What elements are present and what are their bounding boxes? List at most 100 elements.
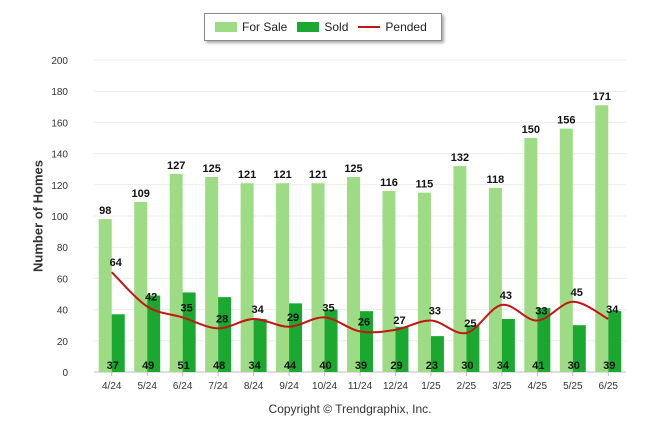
data-label-pended: 26 xyxy=(358,316,370,328)
y-tick-label: 20 xyxy=(57,337,69,348)
y-tick-label: 140 xyxy=(51,150,68,161)
y-axis-ticks: 0 20 40 60 80 100 120 140 160 180 200 xyxy=(51,56,68,379)
y-tick-label: 100 xyxy=(51,212,68,223)
data-label-sold: 41 xyxy=(532,360,544,372)
bar-for-sale xyxy=(488,187,502,372)
data-label-sold: 29 xyxy=(390,360,402,372)
data-label-for-sale: 156 xyxy=(557,115,575,127)
y-tick-label: 180 xyxy=(51,87,68,98)
y-tick-label: 120 xyxy=(51,181,68,192)
bar-sold xyxy=(182,292,196,372)
bar-for-sale xyxy=(453,166,467,372)
legend-label-sold: Sold xyxy=(324,20,349,34)
bar-sold xyxy=(218,297,232,372)
data-label-for-sale: 98 xyxy=(99,205,111,217)
y-axis-title: Number of Homes xyxy=(30,160,46,272)
y-tick-label: 80 xyxy=(57,243,69,254)
bar-for-sale xyxy=(311,183,325,372)
x-tick-label: 5/25 xyxy=(563,381,583,392)
legend-item-for-sale[interactable]: For Sale xyxy=(215,20,287,34)
x-tick-label: 2/25 xyxy=(457,381,477,392)
data-label-sold: 39 xyxy=(603,360,615,372)
legend-item-pended[interactable]: Pended xyxy=(358,20,427,34)
y-tick-label: 200 xyxy=(51,56,68,67)
data-label-sold: 34 xyxy=(248,360,261,372)
bar-for-sale xyxy=(134,201,148,372)
data-label-sold: 49 xyxy=(142,360,154,372)
bar-for-sale xyxy=(169,173,183,372)
data-label-pended: 33 xyxy=(535,306,547,318)
bar-sold xyxy=(466,325,480,372)
data-label-pended: 29 xyxy=(287,312,299,324)
data-label-sold: 34 xyxy=(497,360,510,372)
x-tick-label: 8/24 xyxy=(244,381,264,392)
legend-swatch-sold xyxy=(297,22,320,32)
pended-line-series xyxy=(111,271,609,335)
x-tick-label: 4/25 xyxy=(528,381,548,392)
data-label-pended: 34 xyxy=(606,304,619,316)
data-label-for-sale: 132 xyxy=(451,152,469,164)
x-tick-label: 10/24 xyxy=(312,381,337,392)
y-tick-label: 0 xyxy=(62,368,68,379)
data-label-for-sale: 171 xyxy=(593,91,611,103)
data-label-sold: 23 xyxy=(426,360,438,372)
data-label-sold: 44 xyxy=(284,360,297,372)
data-label-for-sale: 121 xyxy=(309,169,327,181)
bar-sold xyxy=(360,311,373,372)
legend-swatch-for-sale xyxy=(215,22,237,32)
x-tick-label: 12/24 xyxy=(383,381,408,392)
data-label-for-sale: 109 xyxy=(132,188,150,200)
bar-sold xyxy=(608,311,622,372)
bar-for-sale xyxy=(559,128,573,372)
bar-sold xyxy=(395,326,409,372)
y-tick-label: 60 xyxy=(57,274,69,285)
legend: For Sale Sold Pended xyxy=(204,13,442,41)
data-label-sold: 39 xyxy=(355,360,367,372)
x-tick-label: 6/25 xyxy=(599,381,619,392)
bar-sold xyxy=(324,309,338,372)
x-tick-label: 7/24 xyxy=(208,381,228,392)
x-tick-label: 3/25 xyxy=(492,381,512,392)
legend-swatch-pended xyxy=(358,26,381,28)
data-label-sold: 37 xyxy=(107,360,119,372)
data-label-pended: 35 xyxy=(181,302,193,314)
bar-for-sale xyxy=(98,219,112,372)
bar-sold xyxy=(111,314,125,372)
data-label-for-sale: 127 xyxy=(167,160,185,172)
x-tick-label: 9/24 xyxy=(279,381,299,392)
data-label-for-sale: 118 xyxy=(486,174,504,186)
bar-for-sale xyxy=(524,138,538,372)
data-label-sold: 40 xyxy=(319,360,331,372)
data-label-for-sale: 115 xyxy=(416,179,434,191)
x-tick-label: 11/24 xyxy=(348,381,373,392)
legend-label-for-sale: For Sale xyxy=(242,20,288,34)
bar-for-sale xyxy=(417,192,431,372)
x-tick-label: 4/24 xyxy=(102,381,122,392)
bar-for-sale xyxy=(382,191,396,372)
x-tick-label: 1/25 xyxy=(421,381,441,392)
bar-for-sale xyxy=(205,177,219,372)
x-tick-label: 5/24 xyxy=(137,381,157,392)
data-label-pended: 34 xyxy=(251,304,264,316)
data-label-for-sale: 125 xyxy=(202,163,220,175)
data-label-pended: 35 xyxy=(322,302,334,314)
data-label-for-sale: 125 xyxy=(344,163,362,175)
y-tick-label: 40 xyxy=(57,306,69,317)
legend-item-sold[interactable]: Sold xyxy=(297,20,348,34)
bar-sold xyxy=(289,303,303,372)
x-tick-label: 6/24 xyxy=(173,381,193,392)
data-label-for-sale: 150 xyxy=(522,124,540,136)
y-tick-label: 160 xyxy=(51,118,68,129)
x-axis-ticks: 4/24 5/24 6/24 7/24 8/24 9/24 10/24 11/24 12/24 1… xyxy=(102,372,618,392)
copyright-footer: Copyright © Trendgraphix, Inc. xyxy=(268,402,432,416)
bar-for-sale xyxy=(276,183,290,372)
bar-sold xyxy=(430,336,444,372)
bar-sold xyxy=(147,295,161,372)
data-label-sold: 48 xyxy=(213,360,225,372)
data-label-pended: 28 xyxy=(216,313,228,325)
bar-for-sale xyxy=(347,177,360,372)
bar-sold xyxy=(572,325,586,372)
bar-for-sale xyxy=(595,105,609,373)
data-label-pended: 45 xyxy=(571,287,583,299)
